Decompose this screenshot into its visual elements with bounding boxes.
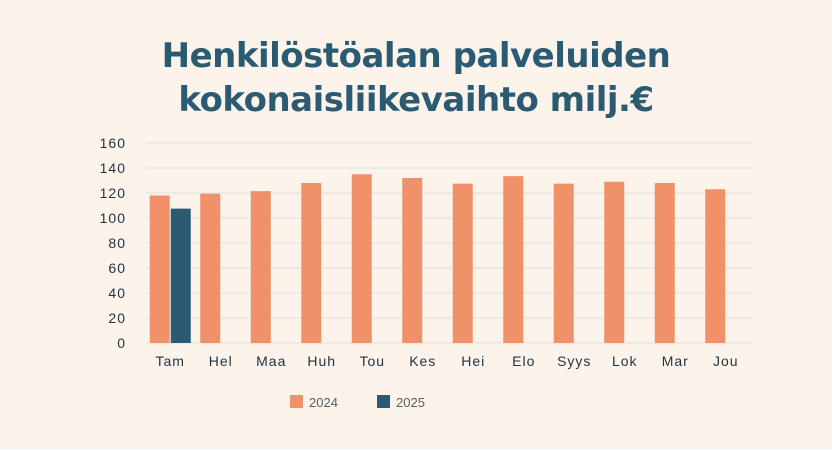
bar-2024 bbox=[200, 193, 221, 343]
x-tick-label: Kes bbox=[409, 353, 436, 369]
legend-swatch bbox=[290, 395, 303, 408]
x-tick-label: Syys bbox=[557, 353, 591, 369]
chart-title: Henkilöstöalan palveluiden kokonaisliike… bbox=[0, 34, 832, 122]
bar-2024 bbox=[402, 178, 423, 343]
y-tick-label: 60 bbox=[108, 260, 126, 276]
x-tick-label: Mar bbox=[662, 353, 689, 369]
y-tick-label: 100 bbox=[100, 210, 126, 226]
x-tick-label: Lok bbox=[612, 353, 638, 369]
x-tick-label: Tam bbox=[156, 353, 185, 369]
y-tick-label: 20 bbox=[108, 310, 126, 326]
x-tick-label: Maa bbox=[256, 353, 286, 369]
bar-2024 bbox=[604, 181, 625, 343]
legend-label: 2025 bbox=[396, 395, 425, 410]
y-tick-label: 80 bbox=[108, 235, 126, 251]
chart-title-line-2: kokonaisliikevaihto milj.€ bbox=[178, 80, 654, 120]
bar-2024 bbox=[705, 189, 726, 343]
bar-2024 bbox=[503, 176, 524, 343]
x-tick-label: Hel bbox=[209, 353, 233, 369]
x-tick-label: Huh bbox=[307, 353, 336, 369]
bar-2024 bbox=[654, 183, 675, 343]
chart-title-line-1: Henkilöstöalan palveluiden bbox=[161, 36, 671, 76]
bar-2024 bbox=[301, 183, 322, 343]
bar-2024 bbox=[351, 174, 372, 343]
y-tick-label: 40 bbox=[108, 285, 126, 301]
x-tick-label: Jou bbox=[713, 353, 739, 369]
bar-2024 bbox=[250, 191, 271, 343]
bar-2024 bbox=[553, 183, 574, 343]
bar-2025 bbox=[170, 208, 191, 343]
y-tick-label: 140 bbox=[100, 160, 126, 176]
y-tick-label: 120 bbox=[100, 185, 126, 201]
bar-2024 bbox=[149, 195, 170, 343]
legend-label: 2024 bbox=[309, 395, 338, 410]
y-tick-label: 160 bbox=[100, 135, 126, 151]
x-tick-label: Elo bbox=[512, 353, 535, 369]
legend-swatch bbox=[377, 395, 390, 408]
x-tick-label: Hei bbox=[461, 353, 485, 369]
bar-2024 bbox=[452, 183, 473, 343]
x-tick-label: Tou bbox=[359, 353, 385, 369]
y-tick-label: 0 bbox=[117, 335, 126, 351]
